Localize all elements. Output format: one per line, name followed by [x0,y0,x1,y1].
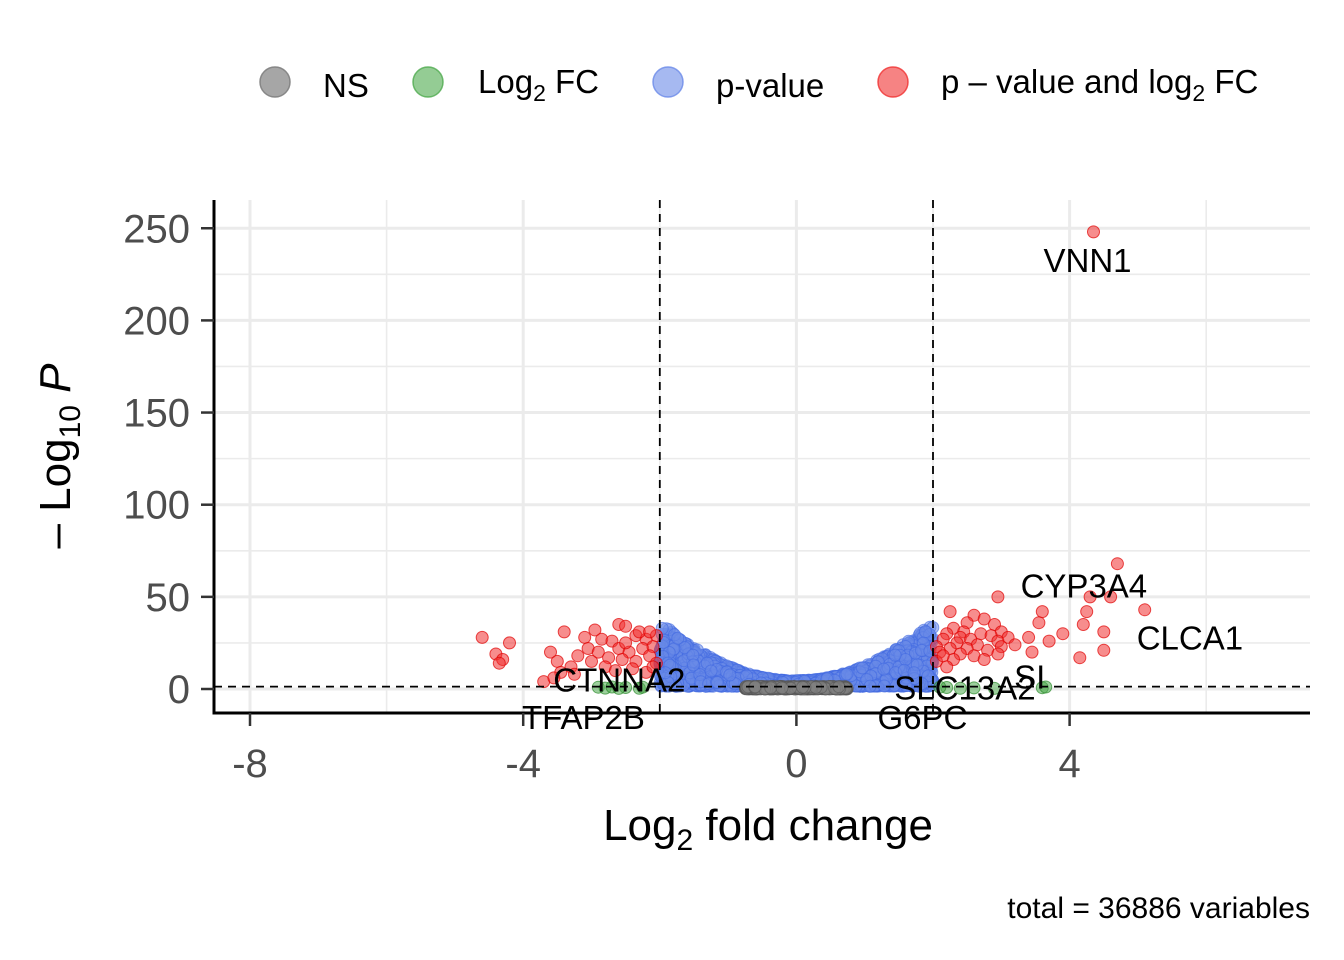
pvalue-point [671,631,685,645]
pvalue-point [840,667,854,681]
sig-point [1138,603,1152,617]
legend-key-log2fc [412,66,444,98]
gene-label-slc13a2: SLC13A2 [894,669,1035,706]
sig-point [615,653,629,666]
pvalue-point [899,679,913,692]
sig-point [1035,605,1049,619]
sig-point [567,667,581,681]
pvalue-point [877,662,891,676]
sig-point [1083,590,1097,604]
sig-point [626,662,639,676]
ns-point [775,681,789,695]
sig-point [619,619,633,633]
x-tick-label: 4 [1058,742,1080,786]
pvalue-point [686,658,700,672]
sig-point [1032,616,1046,630]
legend-label-pvalue: p-value [716,67,824,104]
sig-point [1073,651,1087,665]
legend-label-pvalue-and-log2fc: p – value and log2 FC [941,63,1258,106]
sig-point [991,647,1005,661]
legend-label-log2fc: Log2 FC [478,63,599,106]
y-tick-label: 200 [123,299,190,343]
fc-point [988,681,1001,695]
sig-point [547,671,561,685]
pvalue-point [723,668,737,682]
sig-point [1042,634,1056,648]
sig-point [503,636,516,650]
sig-point [943,605,957,619]
sig-point [977,612,991,626]
sig-point [1097,643,1111,657]
sig-point [1025,645,1039,659]
y-tick-label: 100 [123,484,190,528]
sig-point [1097,625,1111,639]
gene-label-clca1: CLCA1 [1137,620,1243,657]
sig-point [991,590,1005,604]
sig-point [619,636,633,650]
ns-point [764,681,778,695]
pvalue-point [855,661,869,675]
x-tick-label: 0 [785,742,807,786]
sig-point [608,664,622,678]
sig-point [544,645,557,659]
sig-point [1056,627,1070,641]
sig-point [940,660,954,674]
caption: total = 36886 variables [1007,892,1310,925]
pvalue-point [919,625,932,639]
legend-key-pvalue-and-log2fc [877,66,909,98]
sig-point [1110,557,1124,571]
sig-point [977,653,991,666]
sig-point [557,625,571,639]
legend: NS Log2 FC p-value p – value and log2 FC [259,63,1258,106]
sig-point [643,625,657,639]
sig-point [578,630,592,644]
gene-label-vnn1: VNN1 [1044,242,1132,279]
pvalue-point [907,666,921,680]
y-tick-label: 150 [123,392,190,436]
tick-labels: -8 -4 0 4 0 50 100 150 200 250 [123,207,1080,786]
y-tick-label: 250 [123,207,190,251]
legend-label-ns: NS [323,67,369,104]
gene-label-si: SI [1014,659,1045,696]
legend-key-pvalue [652,66,684,98]
sig-point [936,649,950,663]
y-tick-label: 50 [146,576,191,620]
pvalue-point [658,666,672,680]
sig-point [591,645,605,659]
x-tick-label: -8 [232,742,268,786]
sig-point [475,630,489,644]
y-axis-title: – Log10 P [31,363,87,549]
x-tick-label: -4 [505,742,541,786]
sig-point [492,656,506,670]
axes [212,200,1310,715]
pvalue-point [888,648,902,662]
legend-key-ns [259,66,291,98]
y-tick-label: 0 [168,668,190,712]
gene-label-g6pc: G6PC [878,699,968,736]
gene-label-ctnna2: CTNNA2 [553,662,685,699]
x-axis-title: Log2 fold change [603,801,933,857]
fc-point [953,681,967,695]
sig-point [1087,225,1100,239]
sig-point [571,649,585,663]
sig-point [1080,605,1094,619]
data-points [475,225,1152,696]
gene-label-cyp3a4: CYP3A4 [1021,568,1148,605]
fc-point [612,681,626,695]
fc-point [967,681,981,695]
sig-point [588,623,602,637]
pvalue-point [711,676,724,689]
pvalue-point [704,664,718,678]
sig-point [585,654,598,668]
sig-point [1104,590,1118,604]
threshold-lines [214,200,1310,713]
sig-point [1022,630,1036,644]
gene-label-tfap2b: TFAP2B [522,699,645,736]
sig-point [1076,618,1090,631]
sig-point [1008,638,1022,652]
